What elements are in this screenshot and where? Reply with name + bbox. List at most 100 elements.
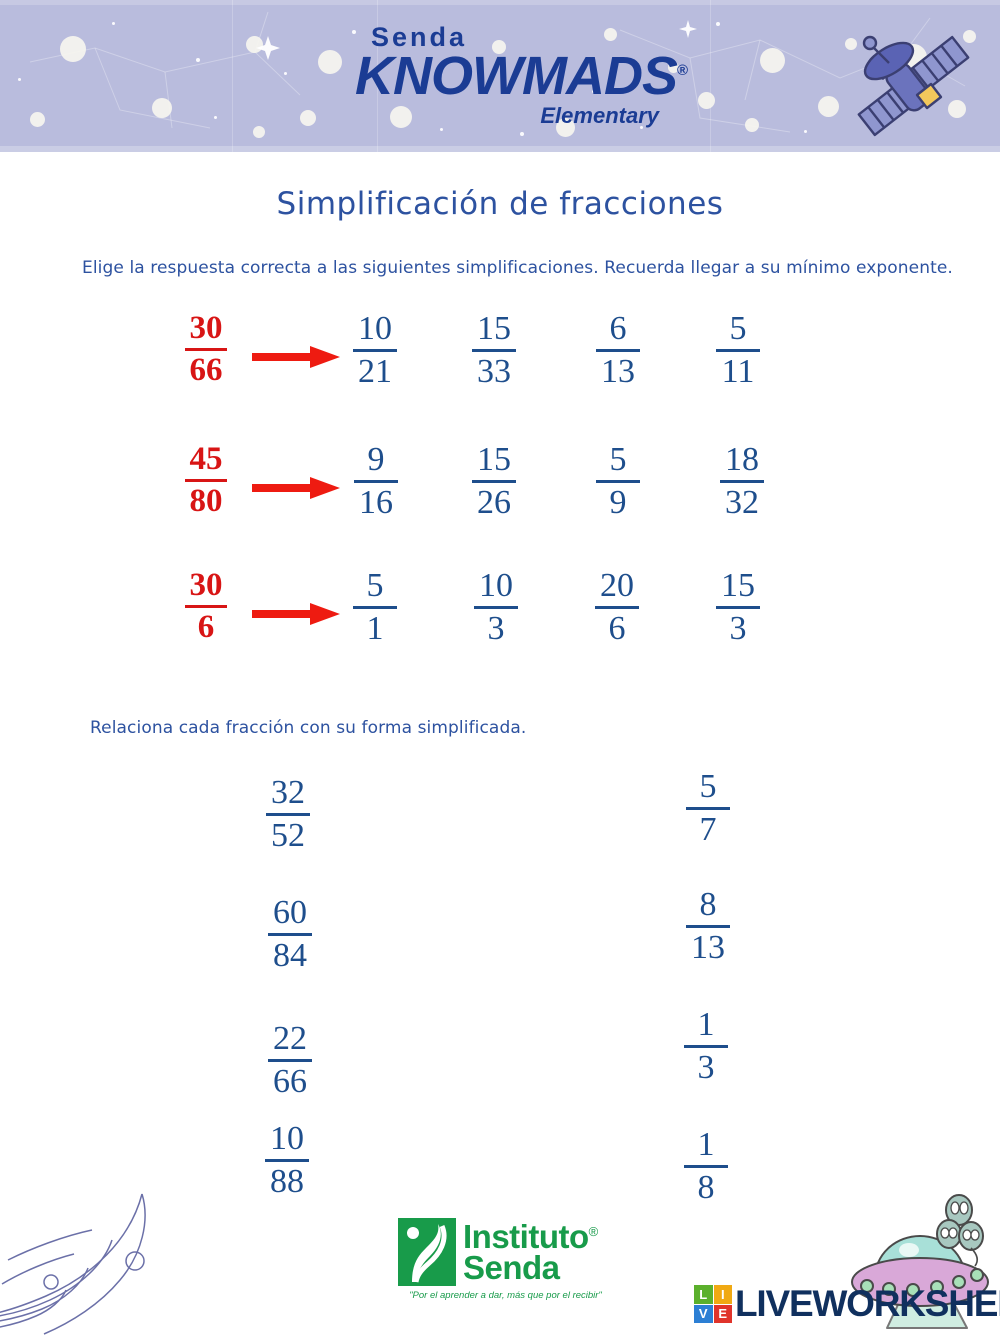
instruction-matching: Relaciona cada fracción con su forma sim…: [90, 718, 527, 738]
senda-swoosh-icon: [407, 1224, 447, 1283]
denominator: 9: [609, 483, 627, 521]
star-dot: [440, 128, 443, 131]
star-dot: [152, 98, 172, 118]
galaxy-spiral-icon: [0, 1193, 146, 1335]
star-dot: [60, 36, 86, 62]
instituto-senda-tagline: "Por el aprender a dar, más que por el r…: [409, 1290, 602, 1301]
star-dot: [963, 30, 976, 43]
numerator: 8: [699, 886, 717, 923]
arrow-icon: [252, 603, 340, 625]
match-left-item[interactable]: 10 88: [247, 1121, 327, 1200]
liveworksheets-logo: L I V E LIVEWORKSHEETS: [694, 1283, 1000, 1325]
fraction-bar: [472, 479, 516, 483]
numerator: 15: [477, 441, 511, 478]
numerator: 15: [721, 567, 755, 604]
logo-senda-text: Senda: [371, 22, 468, 52]
live-letters-icon: L I V E: [694, 1285, 732, 1323]
denominator: 21: [358, 352, 392, 390]
fraction-bar: [596, 348, 640, 352]
multiple-choice-row: 45 80 9 16 15 26 5 9 18 32: [0, 441, 1000, 543]
multiple-choice-row: 30 6 5 1 10 3 20 6 15 3: [0, 567, 1000, 669]
arrow-icon: [252, 477, 340, 499]
star-dot: [804, 130, 807, 133]
fraction-bar: [185, 478, 227, 482]
numerator: 20: [600, 567, 634, 604]
fraction-bar: [716, 348, 760, 352]
fraction-bar: [268, 932, 312, 936]
star-dot: [818, 96, 839, 117]
option-fraction[interactable]: 5 9: [583, 442, 653, 521]
option-fraction[interactable]: 18 32: [707, 442, 777, 521]
numerator: 30: [189, 310, 223, 346]
match-right-item[interactable]: 1 8: [666, 1126, 746, 1205]
numerator: 1: [697, 1126, 715, 1163]
instituto-senda-logo: Instituto® Senda "Por el aprender a dar,…: [398, 1218, 613, 1301]
option-fraction[interactable]: 9 16: [341, 442, 411, 520]
instruction-multiple-choice: Elige la respuesta correcta a las siguie…: [82, 258, 953, 278]
fraction-bar: [716, 605, 760, 609]
denominator: 66: [189, 351, 223, 388]
numerator: 22: [273, 1020, 307, 1057]
match-right-item[interactable]: 8 13: [668, 886, 748, 965]
option-fraction[interactable]: 20 6: [582, 567, 652, 646]
satellite-icon: [857, 35, 970, 137]
match-right-item[interactable]: 5 7: [668, 769, 748, 848]
header-banner: Senda KNOWMADS® Elementary: [0, 0, 1000, 152]
match-right-item[interactable]: 1 3: [666, 1007, 746, 1086]
arrow-icon: [252, 346, 340, 368]
numerator: 10: [358, 310, 392, 347]
option-fraction[interactable]: 6 13: [583, 311, 653, 390]
option-fraction[interactable]: 15 3: [703, 567, 773, 647]
star-dot: [253, 126, 265, 138]
denominator: 11: [721, 352, 755, 390]
registered-mark: ®: [588, 1223, 599, 1239]
star-dot: [698, 92, 715, 109]
denominator: 1: [366, 609, 384, 647]
live-letter-i: I: [713, 1285, 732, 1304]
match-left-item[interactable]: 60 84: [250, 895, 330, 974]
star-dot: [760, 48, 785, 73]
star-dot: [556, 118, 575, 137]
option-fraction[interactable]: 10 21: [340, 310, 410, 390]
fraction-bar: [596, 479, 640, 483]
star-dot: [520, 132, 524, 136]
numerator: 5: [729, 310, 747, 347]
match-left-item[interactable]: 32 52: [248, 774, 328, 853]
fraction-bar: [265, 1158, 309, 1162]
denominator: 88: [270, 1162, 304, 1200]
numerator: 15: [477, 310, 511, 347]
match-left-item[interactable]: 22 66: [250, 1020, 330, 1100]
numerator: 45: [189, 441, 223, 477]
star-dot: [604, 28, 617, 41]
option-fraction[interactable]: 10 3: [461, 567, 531, 646]
given-fraction: 30 66: [176, 310, 236, 388]
option-fraction[interactable]: 15 26: [459, 441, 529, 520]
numerator: 5: [366, 567, 384, 604]
option-fraction[interactable]: 5 1: [340, 567, 410, 647]
denominator: 84: [273, 936, 307, 974]
numerator: 10: [479, 567, 513, 604]
denominator: 6: [197, 608, 215, 645]
fraction-bar: [595, 605, 639, 609]
denominator: 33: [477, 352, 511, 390]
option-fraction[interactable]: 5 11: [703, 310, 773, 390]
fraction-bar: [354, 479, 398, 483]
denominator: 32: [725, 483, 759, 521]
denominator: 13: [601, 352, 635, 390]
denominator: 66: [273, 1062, 307, 1100]
star-dot: [112, 22, 115, 25]
star-dot: [30, 112, 45, 127]
denominator: 3: [729, 609, 747, 647]
given-fraction: 30 6: [176, 568, 236, 645]
fraction-bar: [720, 479, 764, 483]
fraction-bar: [472, 348, 516, 352]
logo-knowmads-text: KNOWMADS®: [355, 46, 688, 106]
fraction-bar: [686, 806, 730, 810]
denominator: 3: [697, 1048, 715, 1086]
denominator: 7: [699, 810, 717, 848]
star-dot: [18, 78, 21, 81]
multiple-choice-row: 30 66 10 21 15 33 6 13 5 11: [0, 310, 1000, 412]
banner-bottom-strip: [0, 146, 1000, 152]
option-fraction[interactable]: 15 33: [459, 310, 529, 390]
numerator: 32: [271, 774, 305, 811]
